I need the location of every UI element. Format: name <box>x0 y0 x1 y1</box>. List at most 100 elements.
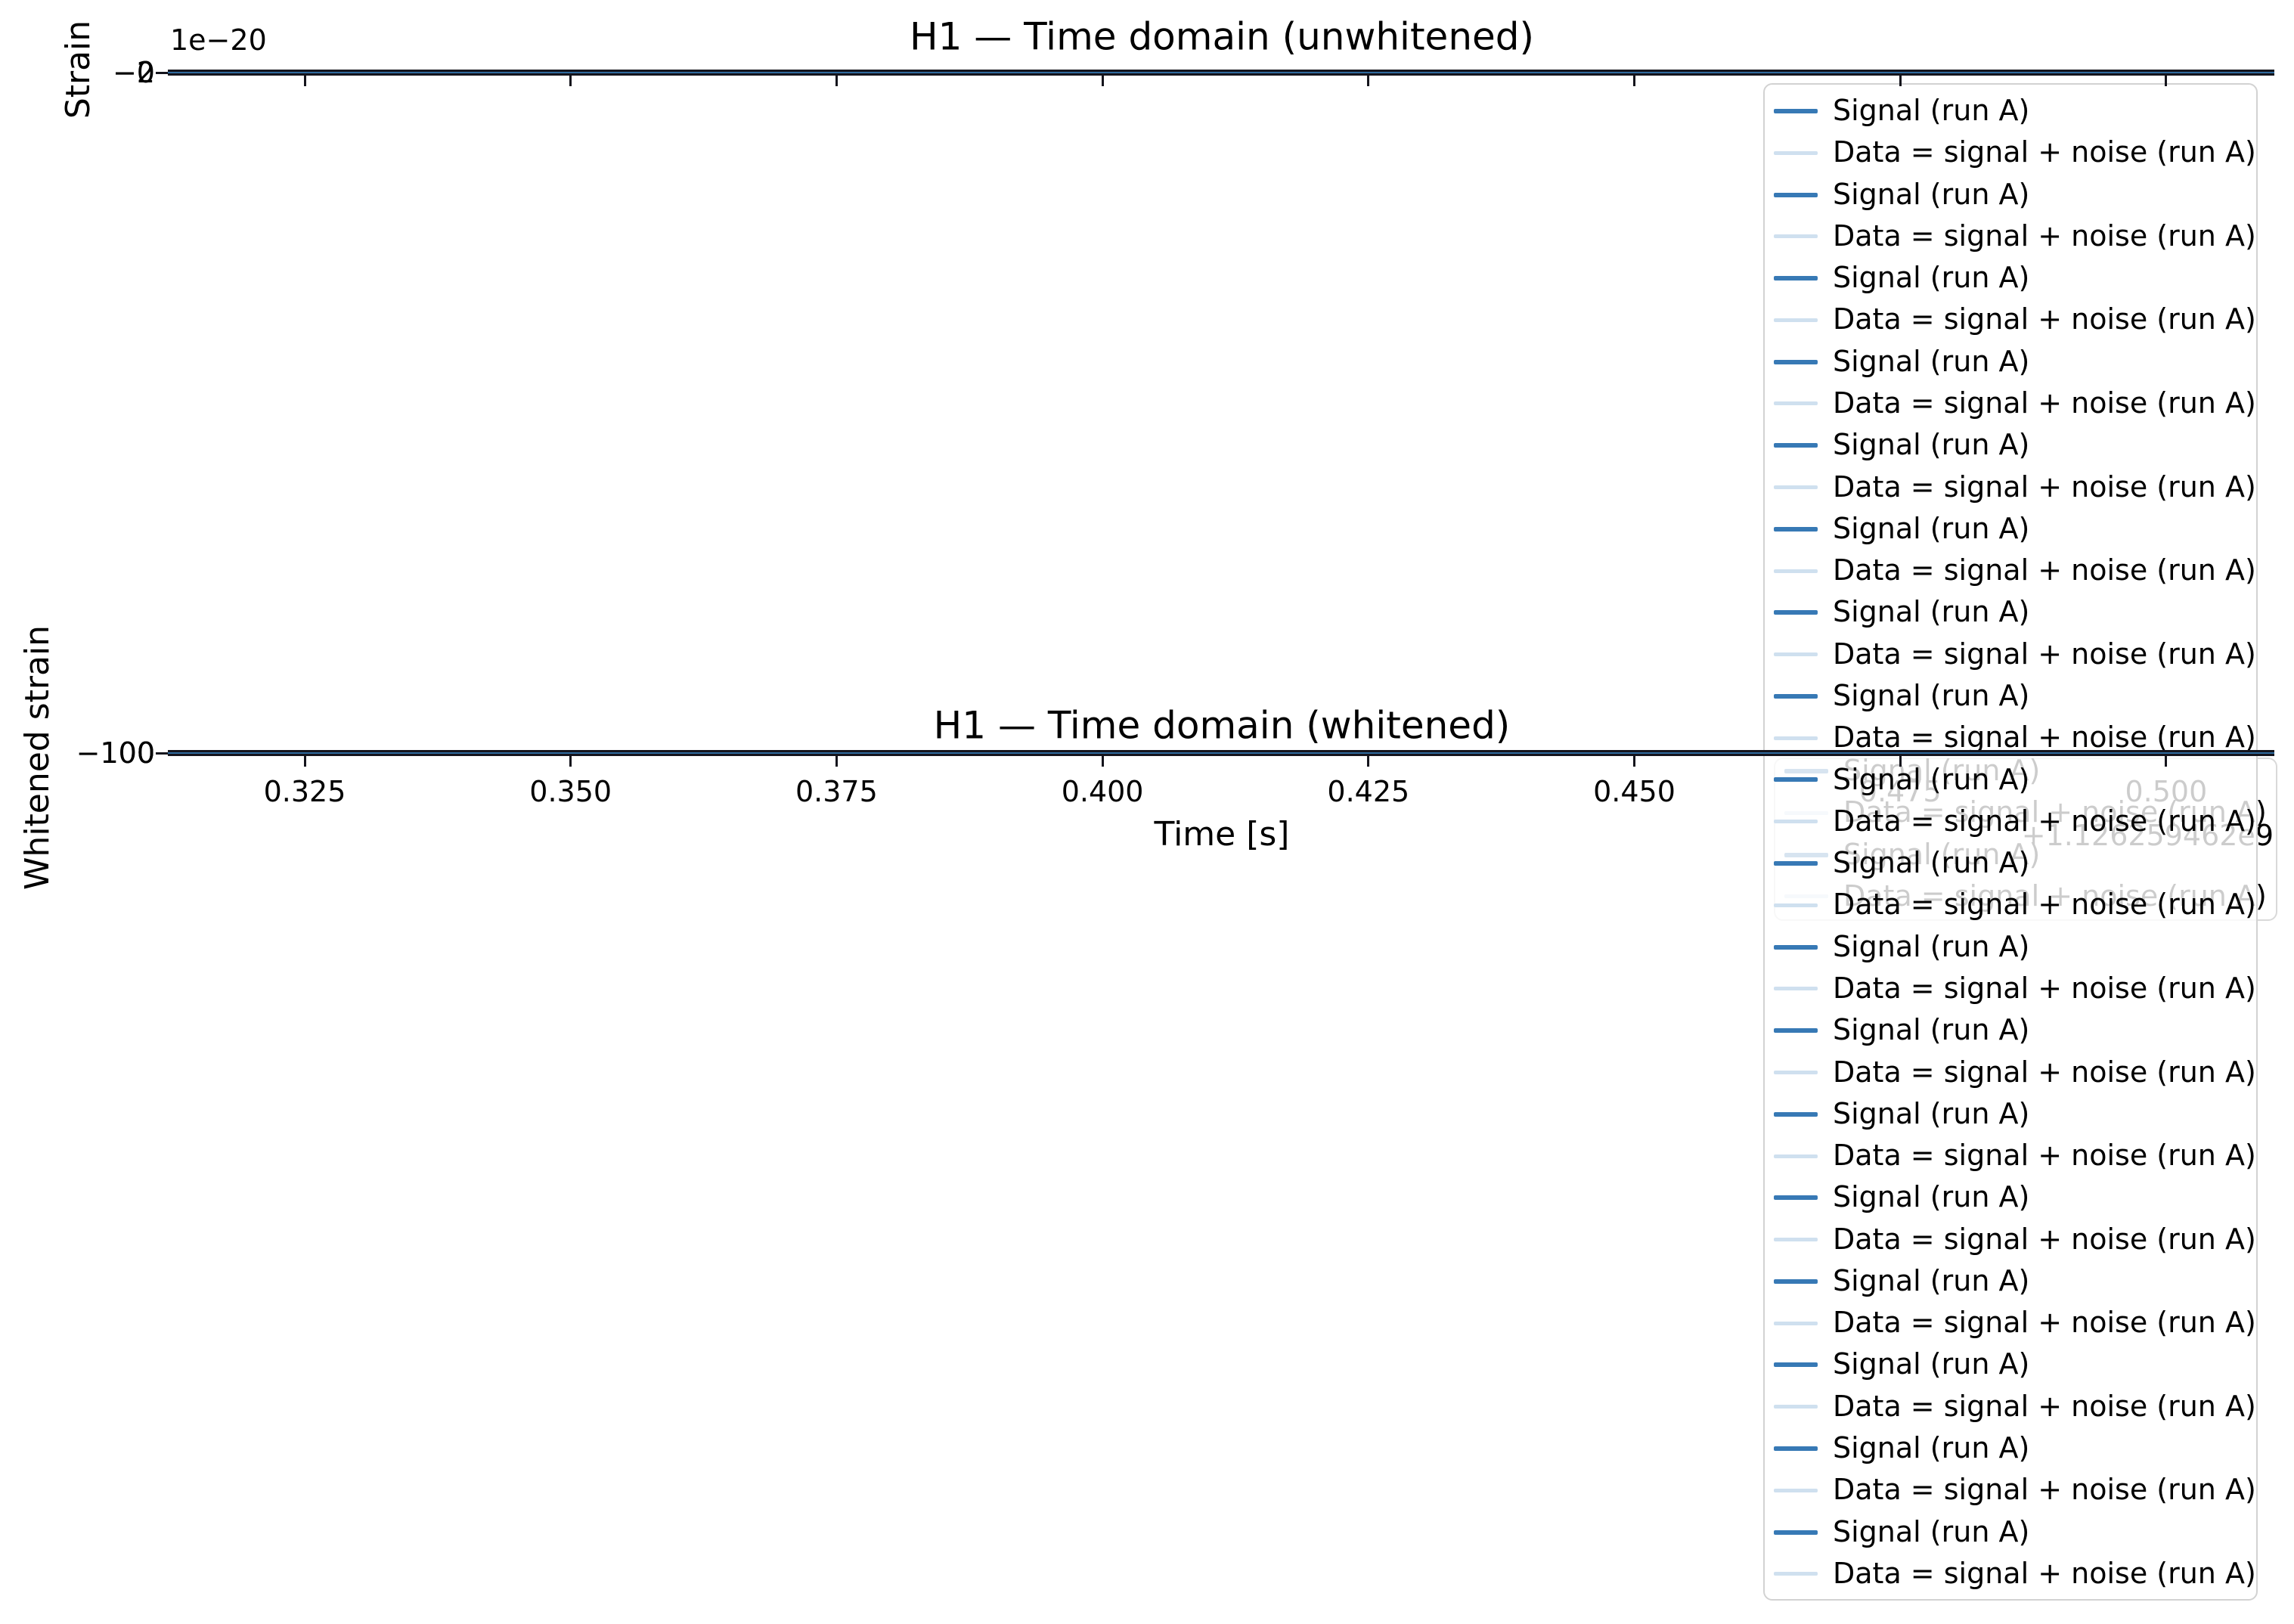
legend-entry-label: Data = signal + noise (run A) <box>1833 888 2256 922</box>
data-line-swatch <box>1774 318 1818 322</box>
legend-entry: Data = signal + noise (run A) <box>1765 634 2256 676</box>
legend-entry-label: Signal (run A) <box>1833 344 2030 378</box>
xtick-mark <box>1101 756 1104 767</box>
legend-entry-label: Signal (run A) <box>1833 511 2030 545</box>
signal-line-swatch <box>1774 192 1818 197</box>
xtick-mark <box>1633 76 1635 86</box>
legend-entry-label: Signal (run A) <box>1833 595 2030 629</box>
legend-entry-label: Data = signal + noise (run A) <box>1833 386 2256 420</box>
legend-entry-label: Data = signal + noise (run A) <box>1833 1306 2256 1340</box>
legend-entry: Signal (run A) <box>1765 926 2256 969</box>
legend-entry: Data = signal + noise (run A) <box>1765 383 2256 425</box>
legend-entry: Data = signal + noise (run A) <box>1765 1302 2256 1344</box>
signal-line-swatch <box>1774 944 1818 950</box>
data-line-swatch <box>1774 1572 1818 1576</box>
legend-entry: Data = signal + noise (run A) <box>1765 550 2256 592</box>
legend-entry-label: Signal (run A) <box>1833 1514 2030 1548</box>
signal-line-swatch <box>1774 359 1818 364</box>
legend-entry: Signal (run A) <box>1765 1009 2256 1052</box>
xtick-label: 0.375 <box>795 775 878 809</box>
data-line-swatch <box>1774 652 1818 657</box>
legend-entry: Data = signal + noise (run A) <box>1765 968 2256 1010</box>
signal-line-swatch <box>1774 109 1818 113</box>
legend-entry: Signal (run A) <box>1765 1511 2256 1554</box>
legend-entry-label: Signal (run A) <box>1833 1263 2030 1297</box>
legend-entry-label: Signal (run A) <box>1833 1431 2030 1465</box>
data-line-swatch <box>1774 1488 1818 1492</box>
xtick-mark <box>303 76 306 86</box>
subplot2-xlabel: Time [s] <box>1154 814 1290 854</box>
signal-line-swatch <box>1774 610 1818 615</box>
data-line-swatch <box>1774 485 1818 490</box>
data-line-swatch <box>1774 150 1818 155</box>
signal-line-swatch <box>1774 1529 1818 1535</box>
legend-entry-label: Data = signal + noise (run A) <box>1833 804 2256 838</box>
subplot1-title: H1 — Time domain (unwhitened) <box>909 14 1535 59</box>
xtick-mark <box>1899 76 1902 86</box>
legend-entry: Signal (run A) <box>1765 341 2256 383</box>
data-line-swatch <box>1774 569 1818 573</box>
xtick-mark <box>2165 756 2168 767</box>
signal-line-swatch <box>1774 777 1818 783</box>
legend-entry-label: Signal (run A) <box>1833 261 2030 295</box>
subplot2-collapsed-axes-line <box>168 750 2274 756</box>
xtick-mark <box>1367 76 1370 86</box>
data-line-swatch <box>1774 987 1818 991</box>
legend-entry-label: Signal (run A) <box>1833 1096 2030 1130</box>
xtick-label: 0.425 <box>1327 775 1410 809</box>
legend-entry: Signal (run A) <box>1765 675 2256 717</box>
legend-entry-label: Signal (run A) <box>1833 428 2030 462</box>
ytick-label: 0 <box>136 736 155 770</box>
signal-line-swatch <box>1774 861 1818 866</box>
legend-entry-label: Signal (run A) <box>1833 94 2030 128</box>
xtick-mark <box>1633 756 1635 767</box>
data-line-swatch <box>1774 401 1818 406</box>
legend-entry: Signal (run A) <box>1765 842 2256 885</box>
xtick-mark <box>835 756 838 767</box>
legend-entry-label: Data = signal + noise (run A) <box>1833 1556 2256 1590</box>
signal-line-swatch <box>1774 1195 1818 1201</box>
data-line-swatch <box>1774 903 1818 907</box>
subplot2-ytick-mark <box>156 752 169 755</box>
xtick-label: 0.325 <box>263 775 346 809</box>
xtick-mark <box>1899 756 1902 767</box>
legend-entry-label: Data = signal + noise (run A) <box>1833 553 2256 587</box>
data-line-swatch <box>1774 1321 1818 1325</box>
legend-entry: Signal (run A) <box>1765 1260 2256 1303</box>
legend-entry-label: Data = signal + noise (run A) <box>1833 1389 2256 1423</box>
xtick-mark <box>303 756 306 767</box>
subplot2-title: H1 — Time domain (whitened) <box>933 703 1511 748</box>
ytick-label: −100 <box>76 736 155 770</box>
legend-entry-label: Data = signal + noise (run A) <box>1833 1139 2256 1173</box>
signal-line-swatch <box>1774 1278 1818 1284</box>
xtick-label: 0.350 <box>529 775 612 809</box>
legend-entry: Data = signal + noise (run A) <box>1765 1135 2256 1177</box>
legend-entry: Signal (run A) <box>1765 257 2256 299</box>
xtick-label: 0.400 <box>1061 775 1144 809</box>
data-line-swatch <box>1774 234 1818 239</box>
legend-entry-label: Signal (run A) <box>1833 177 2030 211</box>
legend-entry: Signal (run A) <box>1765 174 2256 216</box>
xtick-mark <box>1367 756 1370 767</box>
legend-entry: Data = signal + noise (run A) <box>1765 132 2256 174</box>
legend-entry: Data = signal + noise (run A) <box>1765 1553 2256 1595</box>
data-line-swatch <box>1774 1154 1818 1158</box>
legend-entry-label: Data = signal + noise (run A) <box>1833 218 2256 253</box>
subplot1-ytick-mark <box>156 72 169 74</box>
signal-line-swatch <box>1774 693 1818 699</box>
ytick-label: −2 <box>112 56 155 90</box>
data-line-swatch <box>1774 1238 1818 1242</box>
ytick-label: 100 <box>100 736 155 770</box>
xtick-mark <box>569 756 572 767</box>
legend-entry: Signal (run A) <box>1765 758 2256 801</box>
data-line-swatch <box>1774 1070 1818 1074</box>
legend-entry-label: Data = signal + noise (run A) <box>1833 721 2256 755</box>
legend-entry: Data = signal + noise (run A) <box>1765 299 2256 341</box>
legend-entry: Signal (run A) <box>1765 90 2256 132</box>
signal-line-swatch <box>1774 276 1818 281</box>
legend-entry-label: Signal (run A) <box>1833 762 2030 796</box>
legend-entry: Data = signal + noise (run A) <box>1765 1469 2256 1511</box>
legend-entry: Signal (run A) <box>1765 591 2256 634</box>
legend-entry: Signal (run A) <box>1765 1427 2256 1470</box>
